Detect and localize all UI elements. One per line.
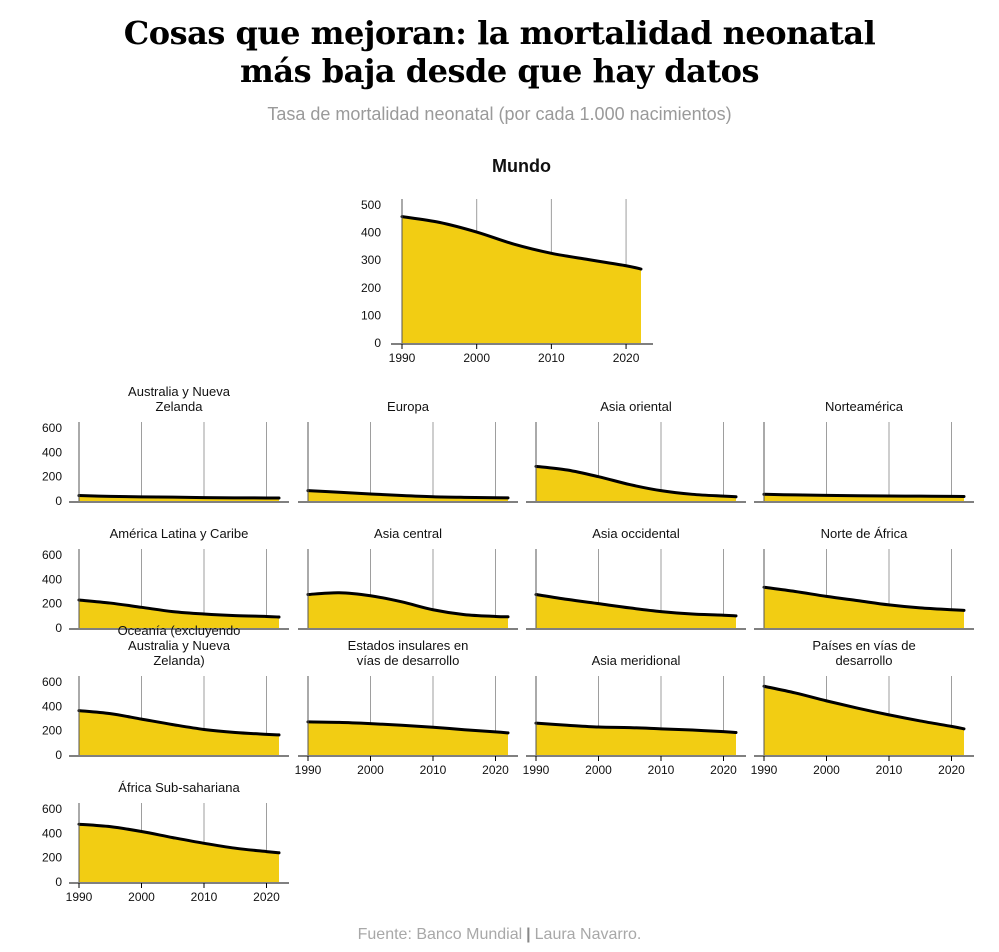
x-tick-label: 2020 <box>482 763 509 777</box>
y-tick-label: 600 <box>42 421 62 435</box>
series-line <box>534 593 738 618</box>
chart-panel: Asia oriental <box>526 399 746 503</box>
series-line <box>306 720 510 735</box>
series-area <box>79 824 279 882</box>
chart-title: Asia occidental <box>592 526 680 541</box>
y-tick-label: 200 <box>42 597 62 611</box>
series-line <box>762 684 966 731</box>
y-tick-label: 600 <box>42 548 62 562</box>
y-tick-label: 600 <box>42 802 62 816</box>
x-tick-label: 2020 <box>938 763 965 777</box>
chart-panel: Asia occidental <box>526 526 746 630</box>
x-tick-label: 2010 <box>876 763 903 777</box>
chart-panel: Mundo 0 100 200 300 400 500 1990 2000 2010 2020 <box>361 156 653 365</box>
x-tick-label: 1990 <box>66 890 93 904</box>
series-line <box>77 598 281 619</box>
y-tick-label: 0 <box>374 336 381 350</box>
series-line <box>306 591 510 619</box>
chart-title: Países en vías de desarrollo <box>812 638 915 668</box>
y-tick-label: 500 <box>361 198 381 212</box>
chart-panel: África Sub-sahariana 0 200 400 600 1990 2000 20… <box>42 780 289 904</box>
chart-title: Mundo <box>492 156 551 176</box>
chart-panel: Asia meridional 1990 2000 2010 2020 <box>523 653 746 777</box>
series-line <box>77 822 281 855</box>
x-tick-label: 1990 <box>751 763 778 777</box>
chart-title: Asia meridional <box>592 653 681 668</box>
series-line <box>534 464 738 499</box>
series-line <box>77 709 281 737</box>
chart-title: América Latina y Caribe <box>110 526 249 541</box>
x-tick-label: 2010 <box>191 890 218 904</box>
y-tick-label: 400 <box>42 572 62 586</box>
chart-panel: Estados insulares en vías de desarrollo 19… <box>295 638 518 777</box>
chart-panel: Australia y Nueva Zelanda 0 200 400 600 <box>42 384 289 508</box>
x-tick-label: 2010 <box>648 763 675 777</box>
x-tick-label: 2010 <box>538 351 565 365</box>
x-tick-label: 1990 <box>295 763 322 777</box>
series-line <box>762 585 966 612</box>
footer-author: Laura Navarro. <box>534 926 642 943</box>
y-tick-label: 200 <box>42 724 62 738</box>
y-tick-label: 400 <box>42 826 62 840</box>
y-tick-label: 0 <box>55 621 62 635</box>
chart-title: Australia y Nueva Zelanda <box>128 384 231 414</box>
footer: Fuente: Banco Mundial | Laura Navarro. <box>0 926 999 944</box>
chart-panel: América Latina y Caribe 0 200 400 600 <box>42 526 289 635</box>
series-area <box>308 592 508 628</box>
chart-title: Norteamérica <box>825 399 904 414</box>
series-line <box>400 215 643 271</box>
chart-title: Norte de África <box>821 526 908 541</box>
chart-panel: Norteamérica <box>754 399 974 503</box>
chart-title: Asia oriental <box>600 399 672 414</box>
footer-source: Fuente: Banco Mundial <box>357 926 523 943</box>
series-area <box>79 710 279 755</box>
page-subtitle: Tasa de mortalidad neonatal (por cada 1.… <box>267 104 732 124</box>
y-tick-label: 400 <box>42 699 62 713</box>
x-tick-label: 2000 <box>463 351 490 365</box>
chart-title: Europa <box>387 399 430 414</box>
x-tick-label: 1990 <box>389 351 416 365</box>
chart-panel: Europa <box>298 399 518 503</box>
y-tick-label: 200 <box>42 470 62 484</box>
series-line <box>534 721 738 734</box>
y-tick-label: 0 <box>55 748 62 762</box>
page-title-line-2: más baja desde que hay datos <box>239 52 760 90</box>
x-tick-label: 2000 <box>813 763 840 777</box>
x-tick-label: 2000 <box>128 890 155 904</box>
series-line <box>762 492 966 498</box>
series-line <box>77 494 281 500</box>
x-tick-label: 2020 <box>710 763 737 777</box>
series-area <box>402 216 641 343</box>
chart-panel: Oceanía (excluyendo Australia y Nueva Zela… <box>42 623 289 762</box>
series-area <box>764 587 964 628</box>
y-tick-label: 400 <box>42 445 62 459</box>
chart-panel: Asia central <box>298 526 518 630</box>
y-tick-label: 200 <box>361 281 381 295</box>
chart-title: Estados insulares en vías de desarrollo <box>348 638 469 668</box>
y-tick-label: 0 <box>55 875 62 889</box>
y-tick-label: 100 <box>361 308 381 322</box>
series-area <box>764 686 964 755</box>
y-tick-label: 0 <box>55 494 62 508</box>
x-tick-label: 2020 <box>253 890 280 904</box>
page-title: Cosas que mejoran: la mortalidad neonata… <box>0 14 999 90</box>
chart-title: Oceanía (excluyendo Australia y Nueva Zela… <box>118 623 241 668</box>
chart-panel: Norte de África <box>754 526 974 630</box>
x-tick-label: 2000 <box>585 763 612 777</box>
y-tick-label: 300 <box>361 253 381 267</box>
footer-separator: | <box>526 926 531 943</box>
page-title-line-1: Cosas que mejoran: la mortalidad neonata… <box>123 14 876 52</box>
chart-panel: Países en vías de desarrollo 1990 2000 2010 2… <box>751 638 974 777</box>
y-tick-label: 400 <box>361 226 381 240</box>
y-tick-label: 600 <box>42 675 62 689</box>
chart-title: África Sub-sahariana <box>118 780 240 795</box>
x-tick-label: 2000 <box>357 763 384 777</box>
y-tick-label: 200 <box>42 851 62 865</box>
x-tick-label: 2010 <box>420 763 447 777</box>
x-tick-label: 2020 <box>613 351 640 365</box>
x-tick-label: 1990 <box>523 763 550 777</box>
chart-title: Asia central <box>374 526 442 541</box>
series-line <box>306 489 510 500</box>
